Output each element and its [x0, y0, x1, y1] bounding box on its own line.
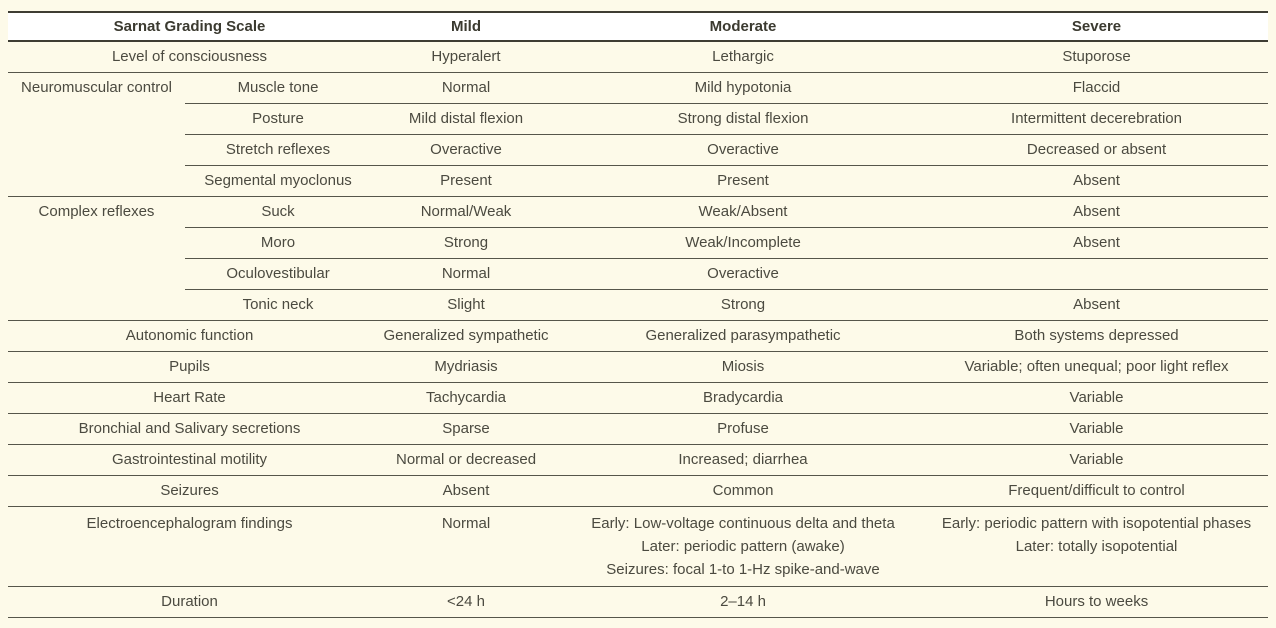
mild-cell: Overactive: [371, 134, 562, 166]
table-row-autonomic-function: Autonomic function Generalized sympathet…: [8, 320, 1269, 352]
moderate-cell: Overactive: [561, 134, 926, 166]
mild-cell: Normal: [371, 258, 562, 290]
table-row-posture: Posture Mild distal flexion Strong dista…: [8, 103, 1269, 135]
group-cell-complex-reflexes: Complex reflexes: [8, 196, 185, 321]
eeg-moderate-line: Early: Low-voltage continuous delta and …: [591, 515, 895, 532]
eeg-severe-line: Later: totally isopotential: [1015, 538, 1178, 555]
category-cell: Heart Rate: [8, 382, 372, 414]
severe-cell: Variable: [925, 382, 1269, 414]
severe-cell: [925, 258, 1269, 290]
moderate-cell: Generalized parasympathetic: [561, 320, 926, 352]
table-row-pupils: Pupils Mydriasis Miosis Variable; often …: [8, 351, 1269, 383]
moderate-cell: Present: [561, 165, 926, 197]
severe-cell: Intermittent decerebration: [925, 103, 1269, 135]
moderate-cell: Weak/Absent: [561, 196, 926, 228]
header-scale: Sarnat Grading Scale: [8, 12, 372, 42]
severe-cell: Absent: [925, 289, 1269, 321]
subitem-cell: Segmental myoclonus: [185, 165, 372, 197]
moderate-cell: Miosis: [561, 351, 926, 383]
moderate-cell: Early: Low-voltage continuous delta and …: [561, 506, 926, 587]
table-row-gastrointestinal-motility: Gastrointestinal motility Normal or decr…: [8, 444, 1269, 476]
table-row-eeg-findings: Electroencephalogram findings Normal Ear…: [8, 506, 1269, 587]
severe-cell: Absent: [925, 196, 1269, 228]
mild-cell: Absent: [371, 475, 562, 507]
category-cell: Seizures: [8, 475, 372, 507]
sarnat-grading-table: Sarnat Grading Scale Mild Moderate Sever…: [8, 11, 1269, 618]
moderate-cell: Mild hypotonia: [561, 72, 926, 104]
mild-cell: Mydriasis: [371, 351, 562, 383]
table-row-stretch-reflexes: Stretch reflexes Overactive Overactive D…: [8, 134, 1269, 166]
table-row-seizures: Seizures Absent Common Frequent/difficul…: [8, 475, 1269, 507]
table-row-moro: Moro Strong Weak/Incomplete Absent: [8, 227, 1269, 259]
moderate-cell: Lethargic: [561, 41, 926, 73]
mild-cell: Hyperalert: [371, 41, 562, 73]
mild-cell: Slight: [371, 289, 562, 321]
severe-cell: Variable: [925, 413, 1269, 445]
subitem-cell: Tonic neck: [185, 289, 372, 321]
table-header-row: Sarnat Grading Scale Mild Moderate Sever…: [8, 12, 1269, 42]
moderate-cell: Common: [561, 475, 926, 507]
mild-cell: Sparse: [371, 413, 562, 445]
moderate-cell: Bradycardia: [561, 382, 926, 414]
severe-cell: Hours to weeks: [925, 586, 1269, 618]
table-row-suck: Complex reflexes Suck Normal/Weak Weak/A…: [8, 196, 1269, 321]
mild-cell: Present: [371, 165, 562, 197]
mild-cell: Normal or decreased: [371, 444, 562, 476]
severe-cell: Both systems depressed: [925, 320, 1269, 352]
moderate-cell: Strong distal flexion: [561, 103, 926, 135]
moderate-cell: Increased; diarrhea: [561, 444, 926, 476]
moderate-cell: Weak/Incomplete: [561, 227, 926, 259]
category-cell: Pupils: [8, 351, 372, 383]
header-severe: Severe: [925, 12, 1269, 42]
mild-cell: Tachycardia: [371, 382, 562, 414]
category-cell: Gastrointestinal motility: [8, 444, 372, 476]
mild-cell: Normal: [371, 506, 562, 587]
moderate-cell: Strong: [561, 289, 926, 321]
category-cell: Autonomic function: [8, 320, 372, 352]
severe-cell: Decreased or absent: [925, 134, 1269, 166]
severe-cell: Variable; often unequal; poor light refl…: [925, 351, 1269, 383]
category-cell: Duration: [8, 586, 372, 618]
severe-cell: Variable: [925, 444, 1269, 476]
severe-cell: Stuporose: [925, 41, 1269, 73]
severe-cell: Flaccid: [925, 72, 1269, 104]
table-row-heart-rate: Heart Rate Tachycardia Bradycardia Varia…: [8, 382, 1269, 414]
mild-cell: Normal/Weak: [371, 196, 562, 228]
moderate-cell: 2–14 h: [561, 586, 926, 618]
moderate-cell: Profuse: [561, 413, 926, 445]
header-moderate: Moderate: [561, 12, 926, 42]
severe-cell: Absent: [925, 165, 1269, 197]
mild-cell: <24 h: [371, 586, 562, 618]
subitem-cell: Posture: [185, 103, 372, 135]
table-row-level-of-consciousness: Level of consciousness Hyperalert Lethar…: [8, 41, 1269, 73]
eeg-moderate-line: Seizures: focal 1-to 1-Hz spike-and-wave: [606, 561, 880, 578]
eeg-severe-line: Early: periodic pattern with isopotentia…: [941, 515, 1252, 532]
header-mild: Mild: [371, 12, 562, 42]
category-cell: Bronchial and Salivary secretions: [8, 413, 372, 445]
subitem-cell: Oculovestibular: [185, 258, 372, 290]
severe-cell: Early: periodic pattern with isopotentia…: [925, 506, 1269, 587]
category-cell: Level of consciousness: [8, 41, 372, 73]
table-row-duration: Duration <24 h 2–14 h Hours to weeks: [8, 586, 1269, 618]
subitem-cell: Stretch reflexes: [185, 134, 372, 166]
subitem-cell: Suck: [185, 196, 372, 228]
table-row-oculovestibular: Oculovestibular Normal Overactive: [8, 258, 1269, 290]
category-cell: Electroencephalogram findings: [8, 506, 372, 587]
table-row-tonic-neck: Tonic neck Slight Strong Absent: [8, 289, 1269, 321]
table-row-bronchial-salivary-secretions: Bronchial and Salivary secretions Sparse…: [8, 413, 1269, 445]
mild-cell: Mild distal flexion: [371, 103, 562, 135]
group-cell-neuromuscular-control: Neuromuscular control: [8, 72, 185, 197]
eeg-moderate-line: Later: periodic pattern (awake): [641, 538, 845, 555]
table-row-muscle-tone: Neuromuscular control Muscle tone Normal…: [8, 72, 1269, 197]
severe-cell: Frequent/difficult to control: [925, 475, 1269, 507]
subitem-cell: Moro: [185, 227, 372, 259]
mild-cell: Generalized sympathetic: [371, 320, 562, 352]
mild-cell: Strong: [371, 227, 562, 259]
mild-cell: Normal: [371, 72, 562, 104]
subitem-cell: Muscle tone: [185, 72, 372, 104]
moderate-cell: Overactive: [561, 258, 926, 290]
table-row-segmental-myoclonus: Segmental myoclonus Present Present Abse…: [8, 165, 1269, 197]
severe-cell: Absent: [925, 227, 1269, 259]
